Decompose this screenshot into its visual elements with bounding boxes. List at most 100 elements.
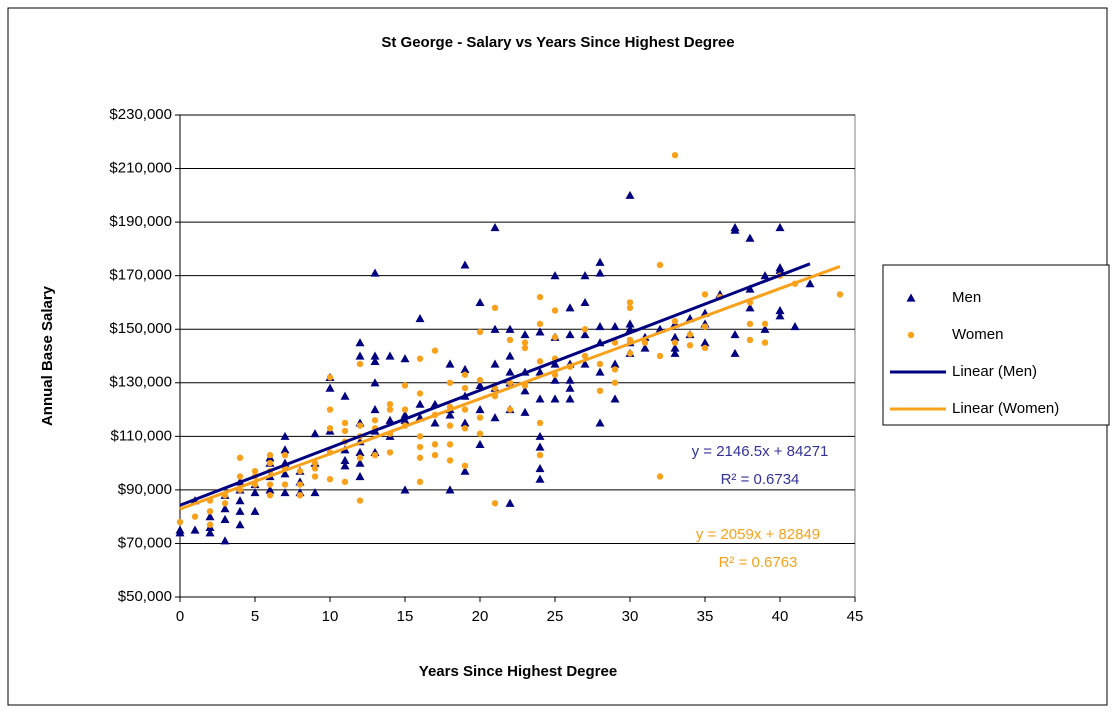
point — [595, 418, 605, 427]
point — [536, 451, 544, 459]
point — [535, 327, 545, 336]
point — [461, 384, 469, 392]
point — [520, 330, 530, 339]
x-tick-label: 0 — [176, 608, 184, 625]
point — [565, 394, 575, 403]
point — [266, 459, 274, 467]
point — [446, 441, 454, 448]
y-tick-label: $150,000 — [109, 320, 172, 337]
point — [595, 268, 605, 277]
point — [385, 415, 395, 424]
point — [656, 261, 664, 269]
x-tick-label: 5 — [251, 608, 259, 625]
point — [671, 151, 679, 159]
point — [670, 343, 680, 352]
point — [310, 488, 320, 497]
point — [310, 429, 320, 438]
point — [565, 375, 575, 384]
x-tick-label: 10 — [322, 608, 339, 625]
x-axis-title: Years Since Highest Degree — [419, 663, 617, 680]
point — [775, 311, 785, 320]
point — [521, 339, 529, 346]
point — [686, 331, 694, 338]
point — [416, 443, 424, 451]
point — [445, 359, 455, 368]
point — [221, 500, 229, 507]
x-tick-label: 20 — [472, 608, 489, 625]
point — [235, 496, 245, 505]
y-tick-label: $50,000 — [118, 588, 172, 605]
point — [730, 348, 740, 357]
trendline-equation: y = 2146.5x + 84271 — [692, 443, 829, 460]
point — [580, 271, 590, 280]
point — [671, 339, 679, 346]
point — [326, 475, 334, 483]
point — [311, 473, 319, 480]
point — [550, 375, 560, 384]
point — [745, 233, 755, 242]
point — [266, 451, 274, 459]
point — [536, 293, 544, 301]
point — [220, 536, 230, 545]
point — [355, 472, 365, 481]
point — [430, 418, 440, 427]
plot-area — [179, 114, 856, 598]
point — [355, 458, 365, 467]
point — [280, 488, 290, 497]
point — [581, 352, 589, 360]
point — [536, 320, 544, 328]
point — [446, 422, 454, 429]
point — [236, 473, 244, 480]
legend-label: Men — [952, 289, 981, 306]
legend-box — [882, 264, 1110, 426]
point — [581, 326, 589, 333]
point — [656, 352, 664, 360]
point — [206, 508, 214, 515]
point — [476, 414, 484, 421]
point — [416, 355, 424, 362]
point — [191, 513, 199, 520]
point — [326, 425, 334, 432]
point — [176, 518, 184, 526]
y-tick-label: $190,000 — [109, 213, 172, 230]
point — [761, 339, 769, 346]
point — [611, 366, 619, 373]
point — [670, 348, 680, 357]
point — [490, 413, 500, 422]
point — [356, 422, 364, 429]
point — [535, 394, 545, 403]
point — [386, 401, 394, 408]
point — [370, 351, 380, 360]
point — [460, 418, 470, 427]
point — [506, 406, 514, 413]
point — [760, 324, 770, 333]
x-tick-label: 45 — [847, 608, 864, 625]
point — [356, 454, 364, 461]
point — [341, 427, 349, 435]
point — [431, 347, 439, 354]
trendline-equation: y = 2059x + 82849 — [696, 526, 820, 543]
point — [626, 350, 634, 357]
trendline-r-squared: R² = 0.6763 — [719, 554, 798, 571]
point — [551, 307, 559, 314]
point — [326, 374, 334, 381]
point — [551, 334, 559, 341]
point — [355, 447, 365, 456]
point — [505, 498, 515, 507]
point — [281, 481, 289, 488]
point — [536, 419, 544, 427]
point — [580, 297, 590, 307]
point — [326, 406, 334, 413]
point — [490, 222, 500, 232]
point — [701, 291, 709, 298]
point — [610, 394, 620, 403]
point — [235, 520, 245, 529]
y-tick-label: $90,000 — [118, 481, 172, 498]
point — [521, 344, 529, 352]
point — [370, 356, 380, 365]
point — [611, 379, 619, 386]
point — [550, 394, 560, 403]
point — [550, 271, 560, 280]
point — [745, 284, 755, 293]
y-tick-label: $170,000 — [109, 267, 172, 284]
